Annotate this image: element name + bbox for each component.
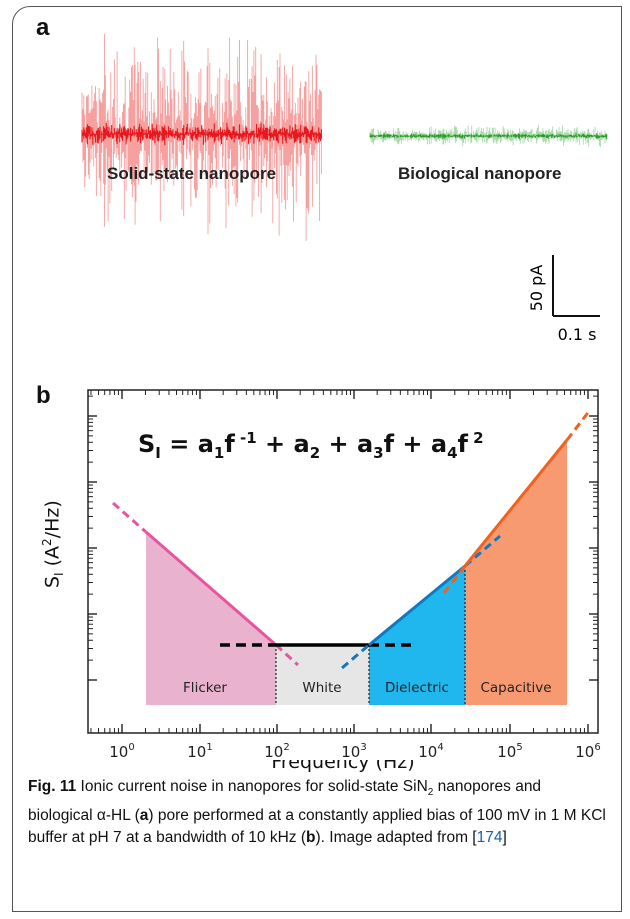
panel-b-letter: b <box>36 382 51 409</box>
dielectric-region <box>369 566 465 705</box>
capacitive-line <box>463 439 569 567</box>
plot-frame <box>87 389 599 734</box>
dielectric-line <box>368 564 466 647</box>
x-tick-6: 106 <box>575 742 600 761</box>
flicker-line <box>145 530 277 647</box>
caption-text-4: ). Image adapted from [ <box>315 829 477 847</box>
y-axis-label: SI (A2/Hz) <box>40 500 67 588</box>
caption-text-1: Ionic current noise in nanopores for sol… <box>76 778 428 795</box>
x-tick-5: 105 <box>497 742 522 761</box>
capacitive-line-dashed-upper <box>565 409 592 441</box>
solid-state-noise-core <box>81 122 322 146</box>
panel-a-traces: 50 pA 0.1 s <box>81 34 608 344</box>
caption-text-5: ] <box>502 829 507 847</box>
region-label-white: White <box>302 680 341 696</box>
caption-text-2: nanopores and biological α-HL ( <box>28 778 542 824</box>
dielectric-line-dashed-lower <box>341 643 370 670</box>
caption-fig-label: Fig. 11 <box>28 778 77 795</box>
x-tick-0: 100 <box>109 742 134 761</box>
capacitive-line-dashed-lower <box>442 565 467 594</box>
figure-caption: Fig. 11 Ionic current noise in nanopores… <box>28 776 608 850</box>
capacitive-region <box>465 440 567 705</box>
x-tick-2: 102 <box>264 742 289 761</box>
flicker-line-dashed-upper <box>112 501 147 534</box>
scale-bar-x-label: 0.1 s <box>558 325 597 344</box>
caption-b: b <box>306 829 316 847</box>
caption-sub: 2 <box>427 787 434 799</box>
white-region <box>276 645 369 705</box>
noise-spectrum-chart: Flicker White Dielectric Capacitive 100 … <box>87 389 601 761</box>
biological-noise-core <box>369 133 608 139</box>
caption-text-3: ) pore performed at a constantly applied… <box>28 806 606 847</box>
region-label-capacitive: Capacitive <box>480 680 551 696</box>
noise-equation: SI = a1f -1 + a2 + a3f + a4f 2 <box>138 429 484 462</box>
scale-bar-y-label: 50 pA <box>527 265 546 312</box>
x-tick-4: 104 <box>418 742 443 761</box>
x-tick-3: 103 <box>341 742 366 761</box>
flicker-line-dashed-lower <box>274 643 300 667</box>
region-label-flicker: Flicker <box>183 680 227 696</box>
biological-label: Biological nanopore <box>398 164 562 183</box>
region-label-dielectric: Dielectric <box>385 680 449 696</box>
caption-a: a <box>139 806 149 824</box>
flicker-region <box>146 532 276 705</box>
x-axis-title: Frequency (Hz) <box>271 760 414 773</box>
caption-reference-link[interactable]: 174 <box>476 829 503 847</box>
x-tick-labels: 100 101 102 103 104 105 106 <box>109 742 600 761</box>
panel-a-letter: a <box>36 14 50 41</box>
solid-state-label: Solid-state nanopore <box>107 164 277 183</box>
x-tick-1: 101 <box>187 742 212 761</box>
figure-frame <box>12 6 622 912</box>
axis-ticks <box>88 390 598 733</box>
